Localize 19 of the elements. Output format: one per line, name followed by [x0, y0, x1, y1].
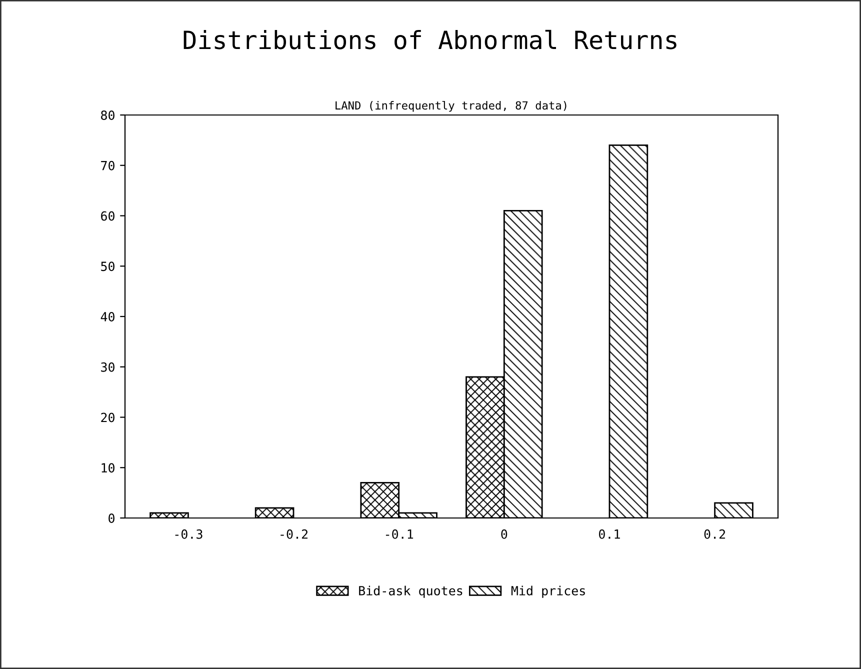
x-tick-label: 0.2: [704, 529, 726, 539]
x-tick-label: -0.1: [386, 529, 414, 539]
chart-subtitle: LAND (infrequently traded, 87 data): [336, 100, 566, 112]
legend-label: Mid prices: [511, 586, 585, 598]
chart-title: Distributions of Abnormal Returns: [184, 30, 676, 50]
x-tick-label: 0: [501, 529, 508, 539]
x-tick-label: -0.3: [175, 529, 202, 539]
y-tick-label: 20: [101, 412, 114, 422]
x-tick-label: 0.1: [599, 529, 620, 539]
y-tick-label: 60: [101, 211, 114, 221]
y-tick-label: 70: [101, 160, 114, 170]
legend-label: Bid-ask quotes: [359, 586, 462, 598]
y-tick-label: 50: [101, 262, 114, 272]
y-tick-label: 80: [101, 110, 114, 120]
y-tick-label: 10: [102, 463, 114, 473]
y-tick-label: 0: [108, 514, 114, 523]
y-tick-label: 40: [100, 312, 114, 322]
y-tick-label: 30: [101, 362, 114, 372]
x-tick-label: -0.2: [280, 529, 308, 539]
